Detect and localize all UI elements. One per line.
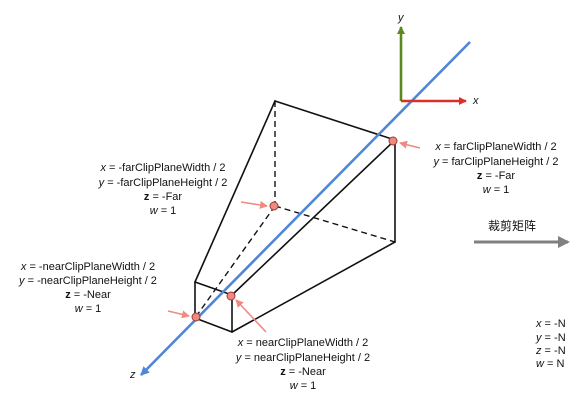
near-right-z-name: z	[280, 366, 286, 378]
clipped-z-name: z	[535, 345, 542, 357]
svg-text:w = 1: w = 1	[483, 184, 510, 196]
near-left-w-name: w	[75, 303, 84, 315]
near-right-y-name: y	[235, 352, 243, 364]
far-right-x-name: x	[434, 141, 441, 153]
near-left-corner-label: x = -nearClipPlaneWidth / 2 y = -nearCli…	[18, 261, 157, 315]
near-right-z-expr: = -Near	[286, 366, 326, 378]
clipped-result-label: x = -N y = -N z = -N w = N	[535, 318, 566, 370]
near-plane-top	[194, 281, 233, 296]
transform-label: 裁剪矩阵	[488, 218, 536, 233]
near-left-x-expr: = -nearClipPlaneWidth / 2	[26, 261, 155, 273]
far-right-x-expr: = farClipPlaneWidth / 2	[441, 141, 557, 153]
far-right-y-expr: = farClipPlaneHeight / 2	[439, 156, 559, 168]
frustum-edges	[194, 100, 396, 333]
clipped-x-expr: = -N	[542, 318, 566, 330]
z-axis	[140, 41, 471, 376]
svg-text:z = -Near: z = -Near	[65, 289, 111, 301]
svg-text:z = -Far: z = -Far	[144, 191, 183, 203]
y-axis-label: y	[397, 12, 405, 24]
near-left-z-name: z	[65, 289, 71, 301]
svg-text:w = N: w = N	[536, 358, 564, 370]
frustum-edge-far-left	[194, 100, 276, 283]
corner-marker-far-top-right	[388, 136, 398, 146]
x-axis-label: x	[472, 95, 479, 107]
svg-text:w = 1: w = 1	[75, 303, 102, 315]
far-left-y-name: y	[98, 177, 106, 189]
svg-text:x = -farClipPlaneWidth / 2: x = -farClipPlaneWidth / 2	[99, 162, 225, 174]
far-right-w-name: w	[483, 184, 492, 196]
svg-text:z = -Near: z = -Near	[280, 366, 326, 378]
svg-text:z = -N: z = -N	[535, 345, 566, 357]
near-right-w-name: w	[290, 380, 299, 392]
far-left-z-expr: = -Far	[149, 191, 182, 203]
svg-text:z = -Far: z = -Far	[477, 170, 516, 182]
corner-markers	[191, 136, 398, 322]
far-right-y-name: y	[432, 156, 440, 168]
clipped-x-name: x	[535, 318, 542, 330]
pointer-far-top-right	[399, 140, 421, 149]
far-left-corner-label: x = -farClipPlaneWidth / 2 y = -farClipP…	[98, 162, 228, 217]
near-left-y-name: y	[18, 275, 26, 287]
far-left-z-name: z	[144, 191, 150, 203]
corner-marker-near-top-right	[226, 291, 236, 301]
corner-marker-far-bottom-left	[269, 201, 279, 211]
clipped-w-expr: = N	[544, 358, 565, 370]
near-plane-bottom	[194, 317, 233, 333]
svg-text:y = -farClipPlaneHeight / 2: y = -farClipPlaneHeight / 2	[98, 177, 228, 189]
clipped-y-expr: = -N	[542, 332, 566, 344]
frustum-edge-bottom-right	[231, 241, 396, 333]
near-right-w-expr: = 1	[298, 380, 317, 392]
near-left-x-name: x	[20, 261, 27, 273]
svg-text:w = 1: w = 1	[290, 380, 317, 392]
far-right-z-expr: = -Far	[482, 170, 515, 182]
near-right-x-expr: = nearClipPlaneWidth / 2	[243, 337, 368, 349]
far-left-x-name: x	[99, 162, 106, 174]
svg-text:y = -nearClipPlaneHeight / 2: y = -nearClipPlaneHeight / 2	[18, 275, 157, 287]
pointer-far-bottom-left	[240, 200, 268, 209]
frustum-hidden-edges	[194, 101, 396, 319]
clipped-z-expr: = -N	[542, 345, 566, 357]
near-left-y-expr: = -nearClipPlaneHeight / 2	[25, 275, 157, 287]
clipped-w-name: w	[536, 358, 545, 370]
clipped-y-name: y	[535, 332, 543, 344]
svg-text:y = -N: y = -N	[535, 332, 566, 344]
pointer-near-bottom-left	[167, 310, 190, 319]
near-left-z-expr: = -Near	[71, 289, 111, 301]
far-left-w-expr: = 1	[158, 205, 177, 217]
near-right-y-expr: = nearClipPlaneHeight / 2	[241, 352, 370, 364]
svg-text:x = nearClipPlaneWidth / 2: x = nearClipPlaneWidth / 2	[237, 337, 369, 349]
z-axis-label: z	[129, 369, 136, 381]
svg-text:y = farClipPlaneHeight / 2: y = farClipPlaneHeight / 2	[432, 156, 558, 168]
pointer-arrows	[167, 140, 421, 333]
svg-text:x = -N: x = -N	[535, 318, 566, 330]
svg-text:x = farClipPlaneWidth / 2: x = farClipPlaneWidth / 2	[434, 141, 556, 153]
far-left-x-expr: = -farClipPlaneWidth / 2	[106, 162, 226, 174]
far-left-w-name: w	[150, 205, 159, 217]
corner-marker-near-bottom-left	[191, 312, 201, 322]
far-right-z-name: z	[477, 170, 483, 182]
svg-text:y = nearClipPlaneHeight / 2: y = nearClipPlaneHeight / 2	[235, 352, 370, 364]
pointer-near-top-right	[235, 299, 267, 333]
near-left-w-expr: = 1	[83, 303, 102, 315]
near-right-x-name: x	[237, 337, 244, 349]
hidden-edge-bottom-left	[194, 205, 276, 319]
far-left-y-expr: = -farClipPlaneHeight / 2	[104, 177, 227, 189]
near-right-corner-label: x = nearClipPlaneWidth / 2 y = nearClipP…	[235, 337, 370, 392]
far-right-corner-label: x = farClipPlaneWidth / 2 y = farClipPla…	[432, 141, 558, 196]
hidden-edge-far-bottom	[274, 205, 396, 243]
frustum-edge-top-far	[274, 100, 396, 141]
svg-text:x = -nearClipPlaneWidth / 2: x = -nearClipPlaneWidth / 2	[20, 261, 155, 273]
far-right-w-expr: = 1	[491, 184, 510, 196]
svg-text:w = 1: w = 1	[150, 205, 177, 217]
